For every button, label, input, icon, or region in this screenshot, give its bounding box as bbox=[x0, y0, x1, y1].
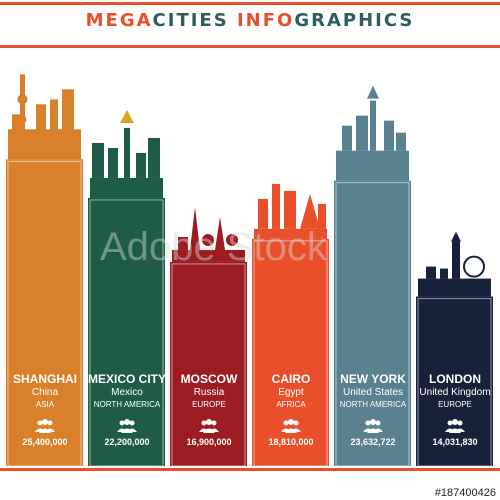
bar-label-group: MOSCOW Russia EUROPE 16,900,000 bbox=[169, 372, 249, 447]
people-icon bbox=[169, 419, 249, 433]
city-name: SHANGHAI bbox=[12, 372, 77, 386]
continent-name: NORTH AMERICA bbox=[339, 400, 407, 409]
bar-rect bbox=[416, 296, 493, 466]
chart-title: MEGACITIES INFOGRAPHICS bbox=[0, 10, 500, 31]
country-name: Mexico bbox=[111, 387, 143, 398]
bar-label-group: NEW YORK United States NORTH AMERICA 23,632… bbox=[333, 372, 413, 447]
people-icon bbox=[251, 419, 331, 433]
continent-name: AFRICA bbox=[276, 400, 306, 409]
baseline-rule bbox=[0, 468, 500, 471]
skyline-london bbox=[418, 231, 491, 297]
population-value: 25,400,000 bbox=[22, 437, 68, 447]
country-name: United Kingdom bbox=[419, 387, 491, 398]
population-value: 23,632,722 bbox=[350, 437, 396, 447]
population-value: 16,900,000 bbox=[186, 437, 232, 447]
people-icon bbox=[87, 419, 167, 433]
continent-name: NORTH AMERICA bbox=[93, 400, 161, 409]
stock-id: #187400426 bbox=[430, 486, 500, 500]
population-value: 14,031,830 bbox=[432, 437, 478, 447]
title-rule bbox=[0, 45, 500, 48]
bar-frame bbox=[171, 263, 246, 467]
population-value: 18,810,000 bbox=[268, 437, 314, 447]
title-part-graphics: GRAPHICS bbox=[294, 10, 415, 31]
country-name: Russia bbox=[193, 387, 225, 398]
title-part-mega: MEGA bbox=[85, 10, 153, 31]
title-part-info: INFO bbox=[236, 10, 295, 31]
bar-label-group: CAIRO Egypt AFRICA 18,810,000 bbox=[251, 372, 331, 447]
bar-london bbox=[416, 296, 493, 467]
bar-label-group: SHANGHAI China ASIA 25,400,000 bbox=[5, 372, 85, 447]
bar-rect bbox=[252, 238, 329, 466]
skyline-new-york bbox=[336, 85, 409, 181]
country-name: Egypt bbox=[278, 387, 304, 398]
people-icon bbox=[415, 419, 495, 433]
bar-cairo bbox=[252, 238, 329, 467]
bar-frame bbox=[7, 160, 82, 467]
watermark: Adobe Stock bbox=[100, 225, 327, 269]
bar-label-group: LONDON United Kingdom EUROPE 14,031,830 bbox=[415, 372, 495, 447]
skyline-moscow bbox=[172, 206, 245, 262]
skyline-cairo bbox=[254, 183, 327, 239]
bar-frame bbox=[253, 240, 328, 467]
people-icon bbox=[333, 419, 413, 433]
people-icon bbox=[5, 419, 85, 433]
country-name: China bbox=[31, 387, 59, 398]
city-name: CAIRO bbox=[271, 372, 311, 386]
bar-frame bbox=[335, 182, 410, 467]
city-name: MEXICO CITY bbox=[87, 372, 166, 386]
bar-rect bbox=[334, 180, 411, 466]
population-value: 22,200,000 bbox=[104, 437, 150, 447]
skyline-shanghai bbox=[8, 74, 81, 160]
title-part-cities: CITIES bbox=[152, 10, 237, 31]
country-name: United States bbox=[342, 387, 404, 398]
bar-frame bbox=[89, 199, 164, 467]
top-rule bbox=[0, 2, 500, 5]
continent-name: ASIA bbox=[35, 400, 55, 409]
city-name: NEW YORK bbox=[340, 372, 406, 386]
skyline-mexico-city bbox=[90, 109, 163, 198]
city-name: LONDON bbox=[429, 372, 481, 386]
bar-new-york bbox=[334, 180, 411, 467]
bar-rect bbox=[6, 159, 83, 466]
continent-name: EUROPE bbox=[192, 400, 226, 409]
continent-name: EUROPE bbox=[438, 400, 472, 409]
bar-frame bbox=[417, 298, 492, 467]
bar-shanghai bbox=[6, 159, 83, 467]
city-name: MOSCOW bbox=[180, 372, 238, 386]
bar-label-group: MEXICO CITY Mexico NORTH AMERICA 22,200,000 bbox=[87, 372, 167, 447]
